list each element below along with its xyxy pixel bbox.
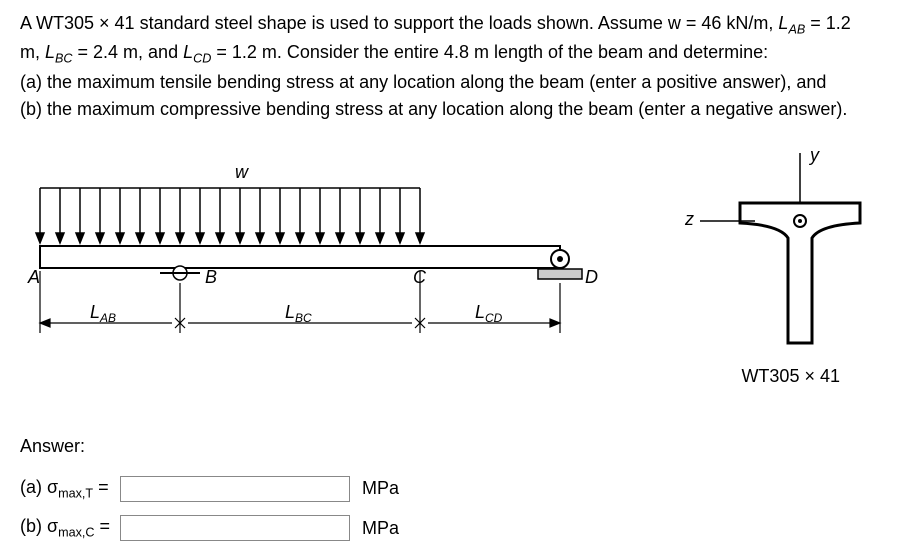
point-a: A (27, 267, 40, 287)
cross-section: y z (660, 143, 880, 353)
beam-body (40, 246, 560, 268)
distributed-load (36, 188, 424, 243)
prob-line-4: (b) the maximum compressive bending stre… (20, 96, 892, 123)
sigma-max-t-input[interactable] (120, 476, 350, 502)
t-section-shape (740, 203, 860, 343)
axis-z: z (684, 209, 694, 229)
prob-line-3: (a) the maximum tensile bending stress a… (20, 69, 892, 96)
dim-lbc: LBC (285, 302, 312, 325)
unit-b: MPa (362, 515, 399, 542)
load-label-w: w (235, 162, 249, 182)
answer-heading: Answer: (20, 433, 892, 460)
dim-lab: LAB (90, 302, 116, 325)
unit-a: MPa (362, 475, 399, 502)
answer-section: Answer: (a) σmax,T = MPa (b) σmax,C = MP… (20, 433, 892, 543)
point-d: D (585, 267, 598, 287)
point-b: B (205, 267, 217, 287)
prob-line-2: m, LBC = 2.4 m, and LCD = 1.2 m. Conside… (20, 39, 892, 68)
problem-statement: A WT305 × 41 standard steel shape is use… (20, 10, 892, 123)
answer-row-b: (b) σmax,C = MPa (20, 513, 892, 542)
axis-y: y (808, 145, 820, 165)
section-label: WT305 × 41 (741, 363, 840, 390)
answer-row-a: (a) σmax,T = MPa (20, 474, 892, 503)
beam-diagram: w A B C D (20, 143, 600, 383)
prob-line-1: A WT305 × 41 standard steel shape is use… (20, 10, 892, 39)
figure-area: w A B C D (20, 143, 890, 423)
dim-lcd: LCD (475, 302, 503, 325)
sigma-max-c-input[interactable] (120, 515, 350, 541)
